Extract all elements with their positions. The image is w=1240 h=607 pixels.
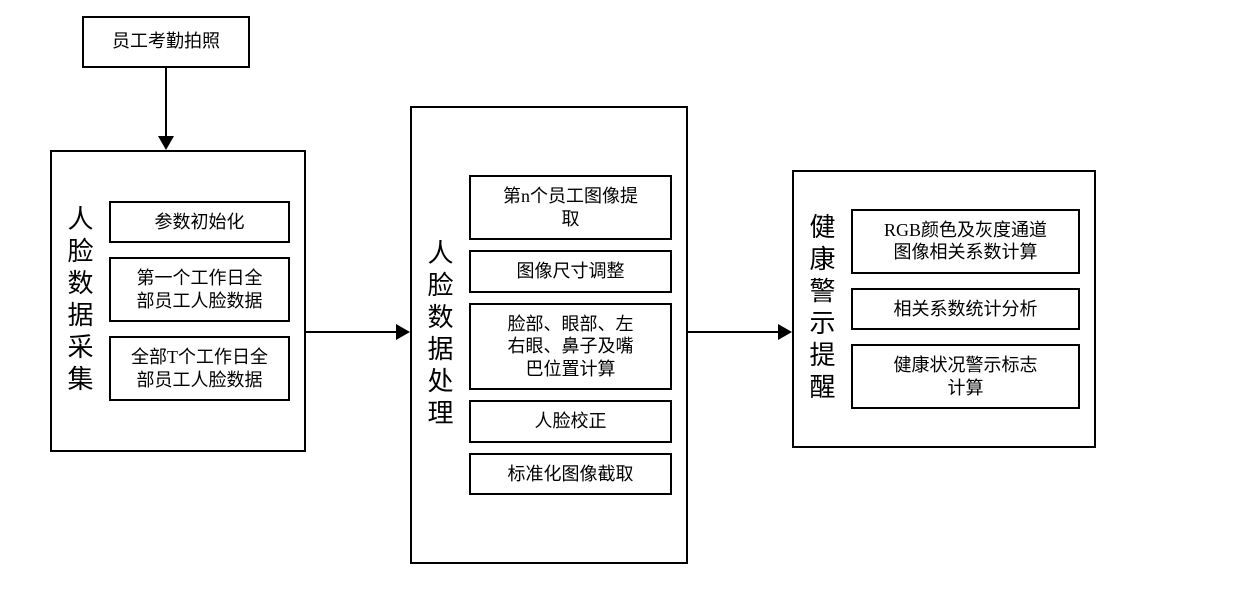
m2-item-2: 图像尺寸调整	[469, 250, 672, 293]
arrow-down-head	[158, 136, 174, 150]
module-3-items: RGB颜色及灰度通道图像相关系数计算 相关系数统计分析 健康状况警示标志计算	[847, 172, 1094, 446]
m2-item-5: 标准化图像截取	[469, 453, 672, 496]
arrow-m2-m3-head	[778, 324, 792, 340]
m2-item-1-text: 第n个员工图像提取	[503, 186, 638, 229]
m2-item-4-text: 人脸校正	[535, 411, 607, 431]
top-input-label: 员工考勤拍照	[112, 30, 220, 53]
module-face-data-collection: 人脸数据采集 参数初始化 第一个工作日全部员工人脸数据 全部T个工作日全部员工人…	[50, 150, 306, 452]
module-2-items: 第n个员工图像提取 图像尺寸调整 脸部、眼部、左右眼、鼻子及嘴巴位置计算 人脸校…	[465, 108, 686, 562]
m3-item-1-text: RGB颜色及灰度通道图像相关系数计算	[884, 220, 1047, 263]
module-health-alert: 健康警示提醒 RGB颜色及灰度通道图像相关系数计算 相关系数统计分析 健康状况警…	[792, 170, 1096, 448]
top-input-box: 员工考勤拍照	[82, 16, 250, 68]
arrow-m1-m2-head	[396, 324, 410, 340]
module-face-data-processing: 人脸数据处理 第n个员工图像提取 图像尺寸调整 脸部、眼部、左右眼、鼻子及嘴巴位…	[410, 106, 688, 564]
m2-item-3-text: 脸部、眼部、左右眼、鼻子及嘴巴位置计算	[508, 314, 634, 379]
arrow-m2-m3-line	[688, 331, 778, 333]
m3-item-3: 健康状况警示标志计算	[851, 344, 1080, 409]
m1-item-3-text: 全部T个工作日全部员工人脸数据	[131, 347, 268, 390]
m3-item-2: 相关系数统计分析	[851, 288, 1080, 331]
module-3-title: 健康警示提醒	[794, 172, 847, 446]
module-1-title: 人脸数据采集	[52, 152, 105, 450]
m1-item-2-text: 第一个工作日全部员工人脸数据	[137, 268, 263, 311]
m1-item-3: 全部T个工作日全部员工人脸数据	[109, 336, 290, 401]
m2-item-4: 人脸校正	[469, 400, 672, 443]
m3-item-3-text: 健康状况警示标志计算	[894, 355, 1038, 398]
m2-item-1: 第n个员工图像提取	[469, 175, 672, 240]
m2-item-5-text: 标准化图像截取	[508, 464, 634, 484]
m2-item-3: 脸部、眼部、左右眼、鼻子及嘴巴位置计算	[469, 303, 672, 391]
m2-item-2-text: 图像尺寸调整	[517, 261, 625, 281]
m1-item-1-text: 参数初始化	[155, 212, 245, 232]
m1-item-2: 第一个工作日全部员工人脸数据	[109, 257, 290, 322]
module-2-title: 人脸数据处理	[412, 108, 465, 562]
m3-item-2-text: 相关系数统计分析	[894, 299, 1038, 319]
module-1-items: 参数初始化 第一个工作日全部员工人脸数据 全部T个工作日全部员工人脸数据	[105, 152, 304, 450]
m3-item-1: RGB颜色及灰度通道图像相关系数计算	[851, 209, 1080, 274]
arrow-m1-m2-line	[306, 331, 396, 333]
arrow-down-line	[165, 68, 167, 136]
m1-item-1: 参数初始化	[109, 201, 290, 244]
